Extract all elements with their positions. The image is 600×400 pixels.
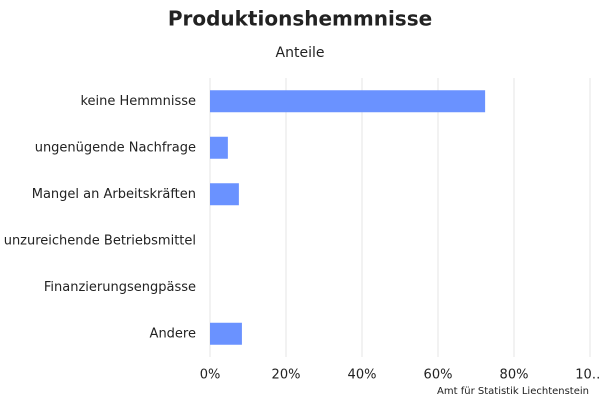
bar (210, 183, 239, 206)
y-tick-label: keine Hemmnisse (80, 94, 196, 109)
bar (210, 136, 228, 159)
bar (210, 322, 242, 345)
bar (210, 90, 486, 113)
y-tick-label: ungenügende Nachfrage (35, 140, 196, 155)
x-tick-label: 80% (500, 368, 529, 383)
chart-subtitle: Anteile (276, 45, 325, 61)
x-tick-label: 40% (348, 368, 377, 383)
y-tick-label: unzureichende Betriebsmittel (4, 233, 196, 248)
y-tick-label: Mangel an Arbeitskräften (32, 187, 196, 202)
y-tick-label: Andere (150, 326, 196, 341)
y-tick-label: Finanzierungsengpässe (44, 280, 196, 295)
x-tick-label: 20% (272, 368, 301, 383)
x-tick-label: 0% (200, 368, 221, 383)
chart-title: Produktionshemmnisse (168, 7, 432, 31)
x-tick-label: 60% (424, 368, 453, 383)
credit: Amt für Statistik Liechtenstein (437, 386, 589, 397)
x-tick-label: 10… (575, 368, 600, 383)
